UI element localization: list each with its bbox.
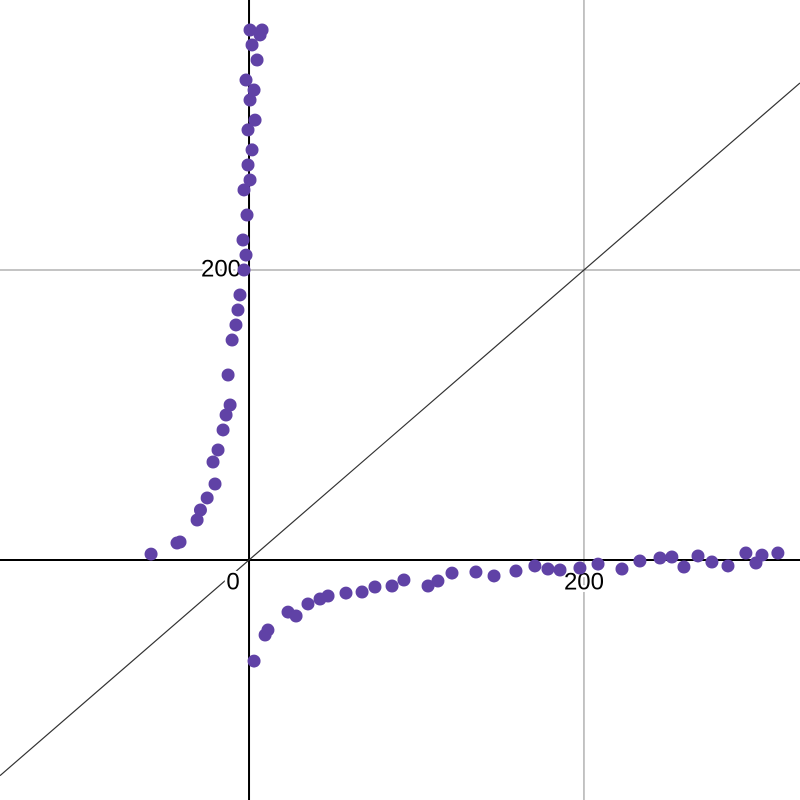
data-point <box>245 38 259 52</box>
data-point <box>469 565 483 579</box>
data-point <box>749 556 763 570</box>
identity-line <box>0 82 800 777</box>
data-point <box>248 113 262 127</box>
data-point <box>445 566 459 580</box>
data-point <box>208 477 222 491</box>
data-point <box>705 555 719 569</box>
data-point <box>250 53 264 67</box>
data-point <box>771 546 785 560</box>
data-point <box>216 423 230 437</box>
data-point <box>261 623 275 637</box>
data-point <box>241 123 255 137</box>
data-point <box>247 654 261 668</box>
data-point <box>243 173 257 187</box>
data-point <box>247 83 261 97</box>
data-point <box>653 551 667 565</box>
data-point <box>173 535 187 549</box>
data-point <box>231 303 245 317</box>
data-point <box>633 554 647 568</box>
data-point <box>541 562 555 576</box>
data-point <box>193 503 207 517</box>
data-point <box>591 557 605 571</box>
data-point <box>237 263 251 277</box>
data-point <box>615 562 629 576</box>
data-point <box>233 288 247 302</box>
data-point <box>241 158 255 172</box>
data-point <box>219 408 233 422</box>
data-point <box>225 333 239 347</box>
data-point <box>206 455 220 469</box>
x-tick-label: 0 <box>226 568 239 595</box>
data-point <box>255 23 269 37</box>
data-point <box>339 586 353 600</box>
data-point <box>237 183 251 197</box>
data-point <box>200 491 214 505</box>
data-point <box>431 574 445 588</box>
data-point <box>221 368 235 382</box>
data-point <box>487 569 501 583</box>
data-point <box>385 579 399 593</box>
data-point <box>509 564 523 578</box>
data-point <box>144 547 158 561</box>
data-point <box>368 580 382 594</box>
data-point <box>239 248 253 262</box>
y-tick-label: 200 <box>201 255 241 282</box>
data-point <box>677 560 691 574</box>
data-point <box>721 559 735 573</box>
data-point <box>243 93 257 107</box>
data-point <box>229 318 243 332</box>
data-point <box>236 233 250 247</box>
data-point <box>528 559 542 573</box>
data-point <box>239 73 253 87</box>
data-point <box>243 23 257 37</box>
data-point <box>245 143 259 157</box>
data-point <box>665 550 679 564</box>
data-point <box>739 546 753 560</box>
data-point <box>190 513 204 527</box>
data-point <box>289 609 303 623</box>
data-point <box>355 585 369 599</box>
data-point <box>553 563 567 577</box>
data-point <box>573 561 587 575</box>
data-point <box>211 443 225 457</box>
data-point <box>240 208 254 222</box>
data-point <box>397 573 411 587</box>
data-point <box>301 597 315 611</box>
data-point <box>321 589 335 603</box>
data-point <box>421 579 435 593</box>
data-point <box>691 549 705 563</box>
data-point <box>223 398 237 412</box>
